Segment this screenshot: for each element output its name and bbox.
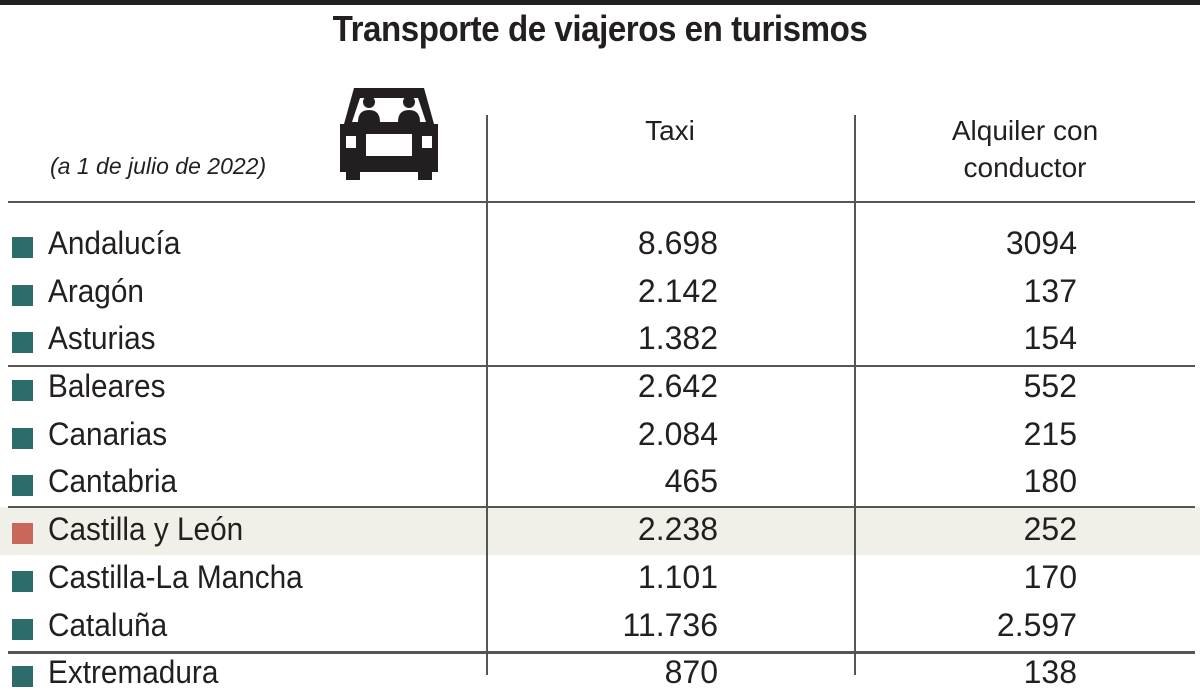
page-title: Transporte de viajeros en turismos (332, 8, 868, 49)
alquiler-value: 2.597 (996, 607, 1077, 643)
taxi-value: 870 (664, 654, 718, 690)
region-name: Asturias (48, 320, 156, 356)
region-marker (12, 285, 33, 306)
region-marker (12, 619, 33, 640)
alquiler-value: 170 (1023, 559, 1077, 595)
alquiler-value: 180 (1023, 463, 1077, 499)
column-header-taxi: Taxi (645, 115, 695, 146)
region-marker (12, 475, 33, 496)
taxi-value: 2.084 (637, 416, 718, 452)
group-divider (8, 506, 1195, 508)
table-row: Extremadura 870 138 (0, 650, 1200, 698)
table-row: Cantabria 465 180 (0, 459, 1200, 507)
region-marker (12, 237, 33, 258)
table-row: Castilla-La Mancha 1.101 170 (0, 555, 1200, 603)
region-name: Castilla-La Mancha (48, 559, 303, 595)
region-name: Cantabria (48, 463, 178, 499)
table-row: Castilla y León 2.238 252 (0, 507, 1200, 555)
alquiler-value: 215 (1023, 416, 1077, 452)
region-name: Extremadura (48, 654, 219, 690)
alquiler-value: 138 (1023, 654, 1077, 690)
taxi-value: 2.238 (637, 511, 718, 547)
header-divider (8, 201, 1195, 203)
alquiler-value: 3094 (1005, 225, 1077, 261)
taxi-value: 2.142 (637, 273, 718, 309)
table-row: Baleares 2.642 552 (0, 364, 1200, 412)
table-row: Andalucía 8.698 3094 (0, 221, 1200, 269)
region-name: Andalucía (48, 225, 181, 261)
taxi-value: 11.736 (622, 607, 719, 643)
table-row: Aragón 2.142 137 (0, 269, 1200, 317)
alquiler-value: 252 (1023, 511, 1077, 547)
subtitle: (a 1 de julio de 2022) (50, 153, 267, 179)
taxi-value: 1.382 (637, 320, 718, 356)
region-marker (12, 380, 33, 401)
alquiler-value: 154 (1023, 320, 1077, 356)
top-rule (0, 0, 1200, 5)
group-divider (8, 651, 1195, 654)
region-name: Canarias (48, 416, 168, 452)
column-header-alquiler: Alquiler con conductor (951, 115, 1099, 183)
region-marker (12, 571, 33, 592)
region-marker (12, 666, 33, 687)
region-name: Aragón (48, 273, 144, 309)
group-divider (8, 365, 1195, 367)
table-row: Asturias 1.382 154 (0, 316, 1200, 364)
column-divider (854, 115, 856, 675)
region-marker (12, 332, 33, 353)
table-row: Canarias 2.084 215 (0, 412, 1200, 460)
alquiler-value: 552 (1023, 368, 1077, 404)
table-row: Cataluña 11.736 2.597 (0, 603, 1200, 651)
region-name: Baleares (48, 368, 166, 404)
alquiler-value: 137 (1023, 273, 1077, 309)
car-with-passengers-icon (340, 88, 438, 180)
taxi-value: 1.101 (637, 559, 718, 595)
taxi-value: 8.698 (637, 225, 718, 261)
region-name: Castilla y León (48, 511, 244, 547)
region-marker (12, 523, 33, 544)
region-marker (12, 428, 33, 449)
taxi-value: 465 (664, 463, 718, 499)
region-name: Cataluña (48, 607, 168, 643)
column-divider (486, 115, 488, 675)
taxi-value: 2.642 (637, 368, 718, 404)
